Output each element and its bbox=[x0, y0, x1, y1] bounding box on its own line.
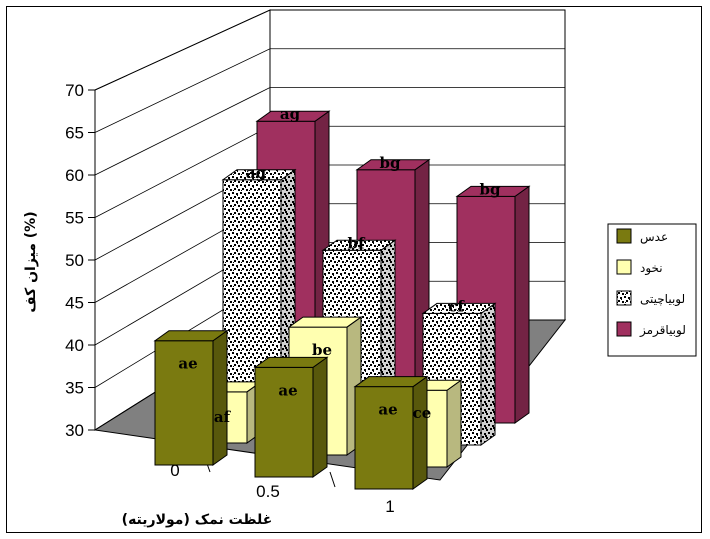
y-tick-label: 50 bbox=[65, 251, 84, 270]
bar-data-label: ae bbox=[178, 355, 197, 373]
y-tick-label: 40 bbox=[65, 336, 84, 355]
legend-swatch bbox=[616, 290, 632, 306]
legend-swatch bbox=[616, 259, 632, 275]
bar-data-label: cf bbox=[448, 297, 465, 315]
bar-data-label: ag bbox=[246, 164, 267, 182]
bar-data-label: ce bbox=[413, 404, 432, 422]
bar-side-face bbox=[312, 356, 328, 478]
x-axis-title: غلظت نمک (مولاریته) bbox=[122, 512, 273, 528]
bar-top-face bbox=[221, 169, 297, 181]
bar-data-label: be bbox=[312, 341, 332, 359]
bar-top-face bbox=[455, 185, 531, 197]
legend-label: لوبیاچیتی bbox=[640, 292, 685, 307]
legend-swatch bbox=[616, 321, 632, 337]
x-tick-label: 0 bbox=[170, 461, 179, 480]
y-tick-label: 70 bbox=[65, 81, 84, 100]
bar bbox=[153, 329, 229, 466]
chart-frame bbox=[6, 6, 702, 533]
gridline bbox=[94, 87, 565, 176]
legend-label: نخود bbox=[640, 261, 663, 276]
bar bbox=[253, 356, 329, 478]
bars bbox=[153, 110, 531, 490]
bar-side-face bbox=[446, 379, 462, 468]
legend-swatch bbox=[616, 228, 632, 244]
x-tick-label: 0.5 bbox=[256, 482, 280, 501]
bar-top-face bbox=[353, 376, 429, 388]
y-tick-label: 30 bbox=[65, 421, 84, 440]
gridline bbox=[94, 48, 565, 133]
y-axis-title: میزان کف (%) bbox=[23, 211, 39, 312]
y-tick-label: 65 bbox=[65, 124, 84, 143]
bar-data-label: bg bbox=[480, 180, 501, 198]
y-tick-label: 35 bbox=[65, 379, 84, 398]
x-tick-label: 1 bbox=[385, 497, 394, 516]
bar-top-face bbox=[255, 110, 331, 122]
y-axis-ticks: 30 35 40 45 50 55 60 65 70 bbox=[65, 81, 95, 440]
bar-top-face bbox=[421, 302, 497, 314]
y-tick-label: 55 bbox=[65, 209, 84, 228]
bar-top-face bbox=[253, 356, 329, 368]
legend: عدس نخود لوبیاچیتی لوبیاقرمز bbox=[607, 223, 697, 357]
legend-label: عدس bbox=[640, 230, 668, 245]
bar-data-label: bf bbox=[348, 234, 366, 252]
bar-top-face bbox=[287, 316, 363, 328]
bar-top-face bbox=[153, 330, 229, 342]
bar-data-label: bg bbox=[380, 154, 401, 172]
bar-side-face bbox=[412, 375, 428, 490]
bar-top-face bbox=[321, 239, 397, 251]
bar bbox=[353, 375, 429, 490]
bar-side-face bbox=[212, 329, 228, 466]
bar-data-label: ag bbox=[280, 105, 301, 123]
y-tick-label: 60 bbox=[65, 166, 84, 185]
bar-side-face bbox=[480, 302, 496, 446]
y-tick-label: 45 bbox=[65, 294, 84, 313]
legend-label: لوبیاقرمز bbox=[639, 323, 686, 338]
bar-data-label: af bbox=[214, 408, 232, 426]
bar-data-label: ae bbox=[378, 401, 397, 419]
x-tick-mark bbox=[329, 471, 336, 488]
gridline bbox=[94, 9, 565, 91]
bar-side-face bbox=[514, 185, 530, 424]
bar-top-face bbox=[355, 159, 431, 171]
bar-data-label: ae bbox=[278, 381, 297, 399]
